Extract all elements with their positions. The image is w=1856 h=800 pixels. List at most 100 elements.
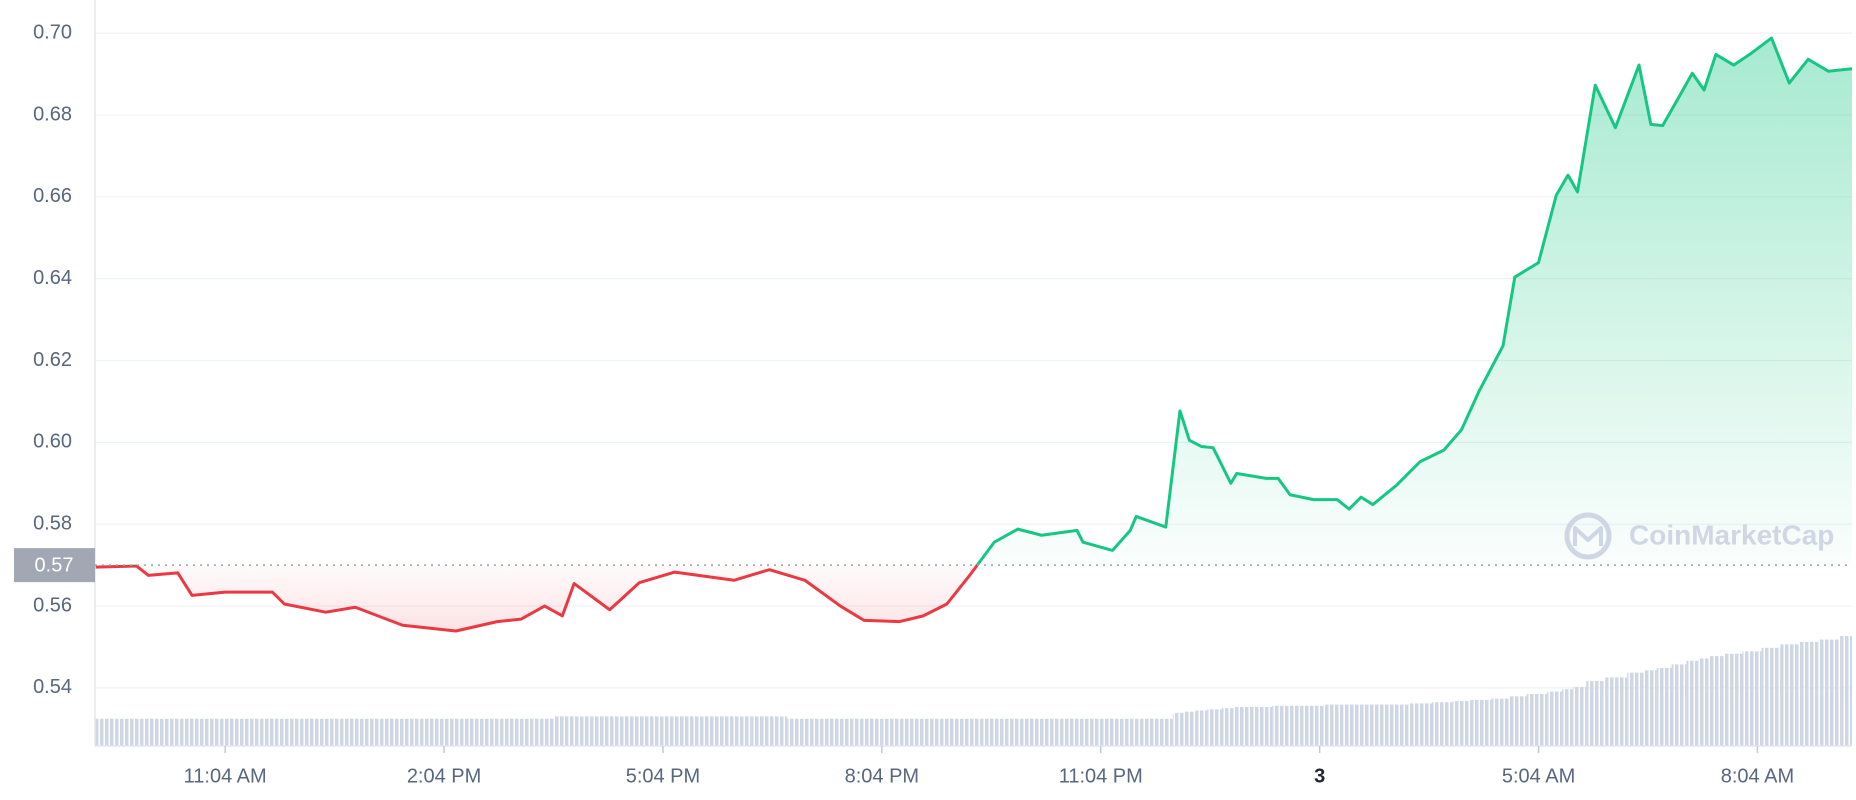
watermark: CoinMarketCap [1564, 512, 1834, 560]
volume-bar [1818, 639, 1841, 746]
volume-bar [1184, 711, 1196, 746]
volume-bar [1761, 647, 1781, 746]
volume-bar [1059, 718, 1080, 746]
watermark-text: CoinMarketCap [1629, 519, 1834, 550]
volume-bar [1079, 718, 1098, 746]
y-tick-label: 0.58 [33, 512, 72, 534]
volume-bar [657, 716, 705, 746]
volume-bar [1656, 667, 1672, 746]
volume-bar [911, 718, 936, 746]
price-area [95, 38, 1852, 632]
x-tick-label: 5:04 AM [1502, 765, 1575, 787]
volume-bar [1562, 689, 1573, 746]
x-tick-label: 11:04 AM [184, 765, 267, 787]
baseline-label-box [14, 548, 95, 583]
volume-bar [532, 718, 554, 746]
volume-bar [163, 718, 185, 746]
volume-bar [591, 716, 625, 746]
volume-bar [1840, 636, 1852, 746]
volume-bar [958, 718, 983, 746]
baseline-label: 0.57 [35, 554, 74, 576]
volume-bar [1491, 698, 1509, 746]
volume-bar [1384, 704, 1409, 746]
volume-bar [1029, 718, 1060, 746]
volume-bar [1233, 706, 1252, 746]
volume-bar [1724, 653, 1743, 746]
y-tick-label: 0.70 [33, 21, 72, 43]
volume-bar [340, 718, 379, 746]
volume-bar [1586, 680, 1606, 746]
x-tick-label: 11:04 PM [1059, 765, 1143, 787]
volume-bar [751, 716, 788, 746]
volume-bar [1432, 702, 1453, 746]
volume-bar [1710, 656, 1725, 746]
y-tick-label: 0.56 [33, 594, 72, 616]
volume-bar [1572, 686, 1587, 746]
volume-bar [1272, 705, 1285, 746]
x-tick-label: 2:04 PM [407, 765, 481, 787]
volume-bar [553, 716, 569, 746]
volume-bar [1284, 705, 1302, 746]
volume-bar [1121, 718, 1134, 746]
volume-bar [429, 718, 477, 746]
y-tick-label: 0.60 [33, 431, 72, 453]
volume-bar [1301, 705, 1326, 746]
volume-bar [142, 718, 164, 746]
volume-bar [248, 718, 279, 746]
volume-bar [1355, 704, 1367, 746]
volume-bar [1470, 699, 1492, 746]
volume-bar [1780, 644, 1799, 746]
y-tick-label: 0.54 [33, 676, 72, 698]
x-tick-label: 8:04 AM [1721, 765, 1794, 787]
volume-bar [1605, 677, 1628, 746]
volume-bar [1452, 701, 1471, 746]
volume-bar [509, 718, 533, 746]
watermark-logo-mark [1573, 526, 1603, 546]
volume-bar [1627, 672, 1645, 746]
volume-bar [1097, 718, 1122, 746]
volume-bar [1221, 708, 1234, 746]
volume-bar [982, 718, 1007, 746]
volume-bar [1742, 651, 1762, 746]
volume-bar [1508, 696, 1527, 746]
volume-bar [1644, 670, 1657, 746]
volume-bar [1343, 704, 1356, 746]
volume-bar [704, 716, 752, 746]
volume-bar [1172, 712, 1185, 746]
volume-bar [822, 718, 853, 746]
volume-bar [208, 718, 249, 746]
volume-bar [1207, 709, 1222, 746]
volume-bar [568, 716, 592, 746]
volume-bar [378, 718, 430, 746]
y-tick-label: 0.68 [33, 103, 72, 125]
x-tick-label: 8:04 PM [845, 765, 919, 787]
volume-bar [115, 718, 143, 746]
volume-bar [935, 718, 959, 746]
volume-bar [787, 718, 823, 746]
volume-bar [1686, 660, 1699, 746]
volume-bar [1251, 706, 1273, 746]
volume-bar [278, 718, 306, 746]
volume-bar [305, 718, 341, 746]
volume-bar [1006, 718, 1030, 746]
volume-bar [95, 718, 116, 746]
volume-bar [1325, 704, 1344, 746]
volume-bar [1195, 710, 1208, 746]
volume-bar [1133, 718, 1151, 746]
y-tick-label: 0.66 [33, 185, 72, 207]
volume-bar [1408, 703, 1433, 746]
volume-bar [852, 718, 882, 746]
volume-bar [1798, 641, 1819, 746]
volume-bar [1366, 704, 1385, 746]
volume-bar [624, 716, 658, 746]
volume-bar [1547, 691, 1563, 746]
y-tick-label: 0.62 [33, 349, 72, 371]
x-tick-label: 3 [1314, 765, 1325, 787]
volume-bar [1526, 693, 1548, 746]
volume-bar [184, 718, 209, 746]
volume-bar [881, 718, 912, 746]
y-tick-label: 0.64 [33, 267, 72, 289]
volume-bar [1671, 664, 1687, 746]
price-line [94, 36, 1853, 633]
